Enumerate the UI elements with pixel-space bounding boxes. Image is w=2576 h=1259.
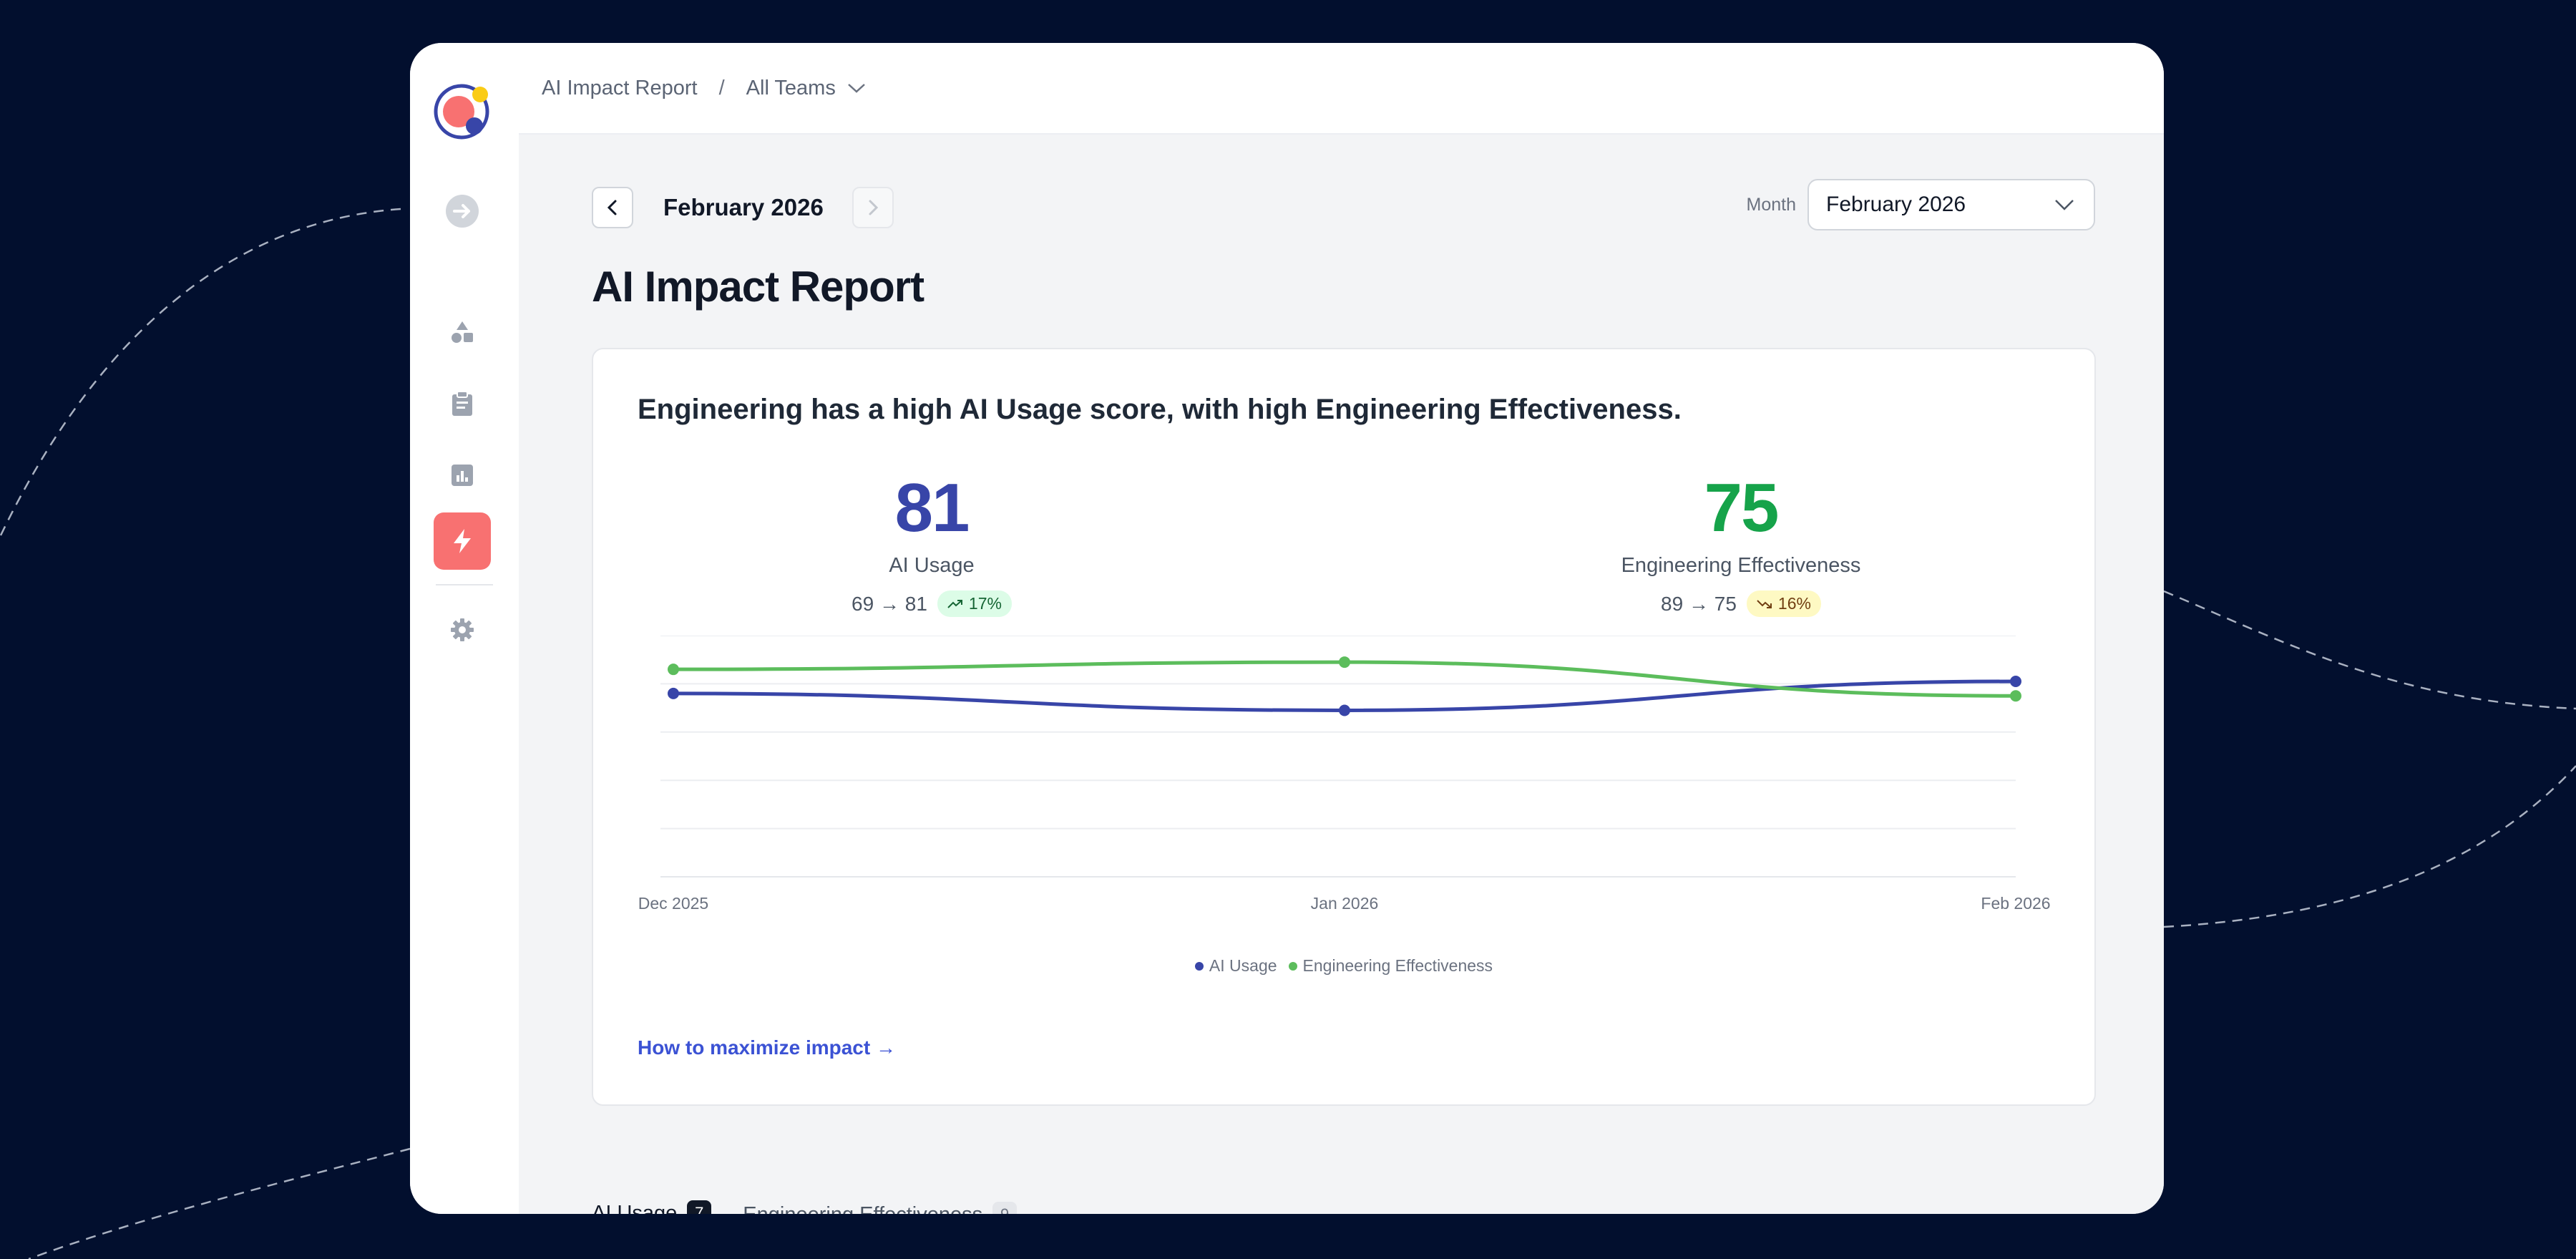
month-navigator: February 2026 [592,187,894,228]
effectiveness-change-badge: 16% [1746,590,1821,617]
legend-item-effectiveness[interactable]: Engineering Effectiveness [1288,956,1493,976]
main-content: February 2026 Month February 2026 AI Imp… [519,135,2164,1214]
data-point[interactable] [668,687,679,699]
arrow-right-circle-icon [446,195,479,228]
bar-chart-icon [452,465,473,486]
breadcrumb: AI Impact Report / All Teams [519,43,2164,135]
next-month-button[interactable] [852,187,894,228]
ai-usage-range: 69 → 81 [852,592,927,615]
data-point[interactable] [668,663,679,676]
effectiveness-metric: 75 Engineering Effectiveness 89 → 75 16% [1526,474,1956,617]
expand-sidebar-button[interactable] [434,183,491,240]
tab-count-badge: 9 [992,1202,1018,1214]
effectiveness-label: Engineering Effectiveness [1621,554,1861,577]
current-month-label: February 2026 [663,194,824,220]
month-select-label: Month [1746,194,1796,215]
shapes-icon [452,321,473,343]
breadcrumb-separator: / [718,76,725,99]
x-tick-label: Dec 2025 [638,894,708,913]
team-selector-label: All Teams [746,76,836,99]
sidebar-divider [436,584,493,585]
metric-tabs: AI Usage 7 Engineering Effectiveness 9 [592,1200,1048,1214]
tab-label: AI Usage [592,1201,678,1215]
ai-usage-delta: 69 → 81 17% [717,590,1146,617]
effectiveness-delta: 89 → 75 16% [1526,590,1956,617]
data-point[interactable] [1339,704,1350,716]
ai-usage-change-badge: 17% [937,590,1012,617]
ai-usage-metric: 81 AI Usage 69 → 81 17% [717,474,1146,617]
x-tick-label: Feb 2026 [1981,894,2050,913]
previous-month-button[interactable] [592,187,633,228]
month-select-value: February 2026 [1826,193,1966,216]
impact-summary-card: Engineering has a high AI Usage score, w… [592,348,2096,1106]
chevron-down-icon [2055,200,2074,210]
legend-label: Engineering Effectiveness [1302,956,1493,975]
effectiveness-score: 75 [1704,470,1780,546]
team-selector[interactable]: All Teams [746,77,866,100]
summary-text: Engineering has a high AI Usage score, w… [638,394,1682,425]
chevron-left-icon [607,200,617,215]
sidebar [410,43,520,1214]
sidebar-item-ai-impact[interactable] [434,512,491,570]
tab-ai-usage[interactable]: AI Usage 7 [592,1200,712,1215]
month-filter: Month February 2026 [1747,179,2095,230]
x-tick-label: Jan 2026 [1311,894,1379,913]
chart-legend: AI Usage Engineering Effectiveness [593,956,2094,976]
maximize-impact-link[interactable]: How to maximize impact → [638,1036,896,1059]
legend-label: AI Usage [1209,956,1277,975]
month-select[interactable]: February 2026 [1807,179,2095,230]
sidebar-item-shapes[interactable] [434,303,491,361]
tab-label: Engineering Effectiveness [743,1203,982,1215]
legend-dot [1288,961,1297,971]
ai-usage-score: 81 [894,470,970,546]
trend-down-icon [1757,599,1772,608]
ai-usage-label: AI Usage [889,554,975,577]
data-point[interactable] [2010,676,2021,688]
lightning-icon [454,529,471,553]
gear-icon [451,618,474,641]
app-window: AI Impact Report / All Teams February 20… [410,43,2164,1214]
chevron-right-icon [869,200,878,215]
ai-usage-change: 17% [968,594,1002,613]
app-logo[interactable] [433,80,496,143]
effectiveness-change: 16% [1777,594,1811,613]
effectiveness-range: 89 → 75 [1661,592,1737,615]
sidebar-item-analytics[interactable] [434,447,491,504]
clipboard-icon [452,391,472,416]
sidebar-item-settings[interactable] [434,601,491,658]
chevron-down-icon [848,84,865,93]
trend-line-chart: Dec 2025 Jan 2026 Feb 2026 [638,636,2051,913]
tab-engineering-effectiveness[interactable]: Engineering Effectiveness 9 [743,1200,1018,1215]
legend-dot [1194,961,1204,971]
data-point[interactable] [2010,690,2021,702]
page-title: AI Impact Report [592,263,924,311]
breadcrumb-report[interactable]: AI Impact Report [542,76,698,99]
sidebar-item-clipboard[interactable] [434,375,491,432]
data-point[interactable] [1339,656,1350,669]
tab-count-badge: 7 [687,1200,712,1214]
trend-up-icon [947,599,962,608]
legend-item-ai-usage[interactable]: AI Usage [1194,956,1277,976]
